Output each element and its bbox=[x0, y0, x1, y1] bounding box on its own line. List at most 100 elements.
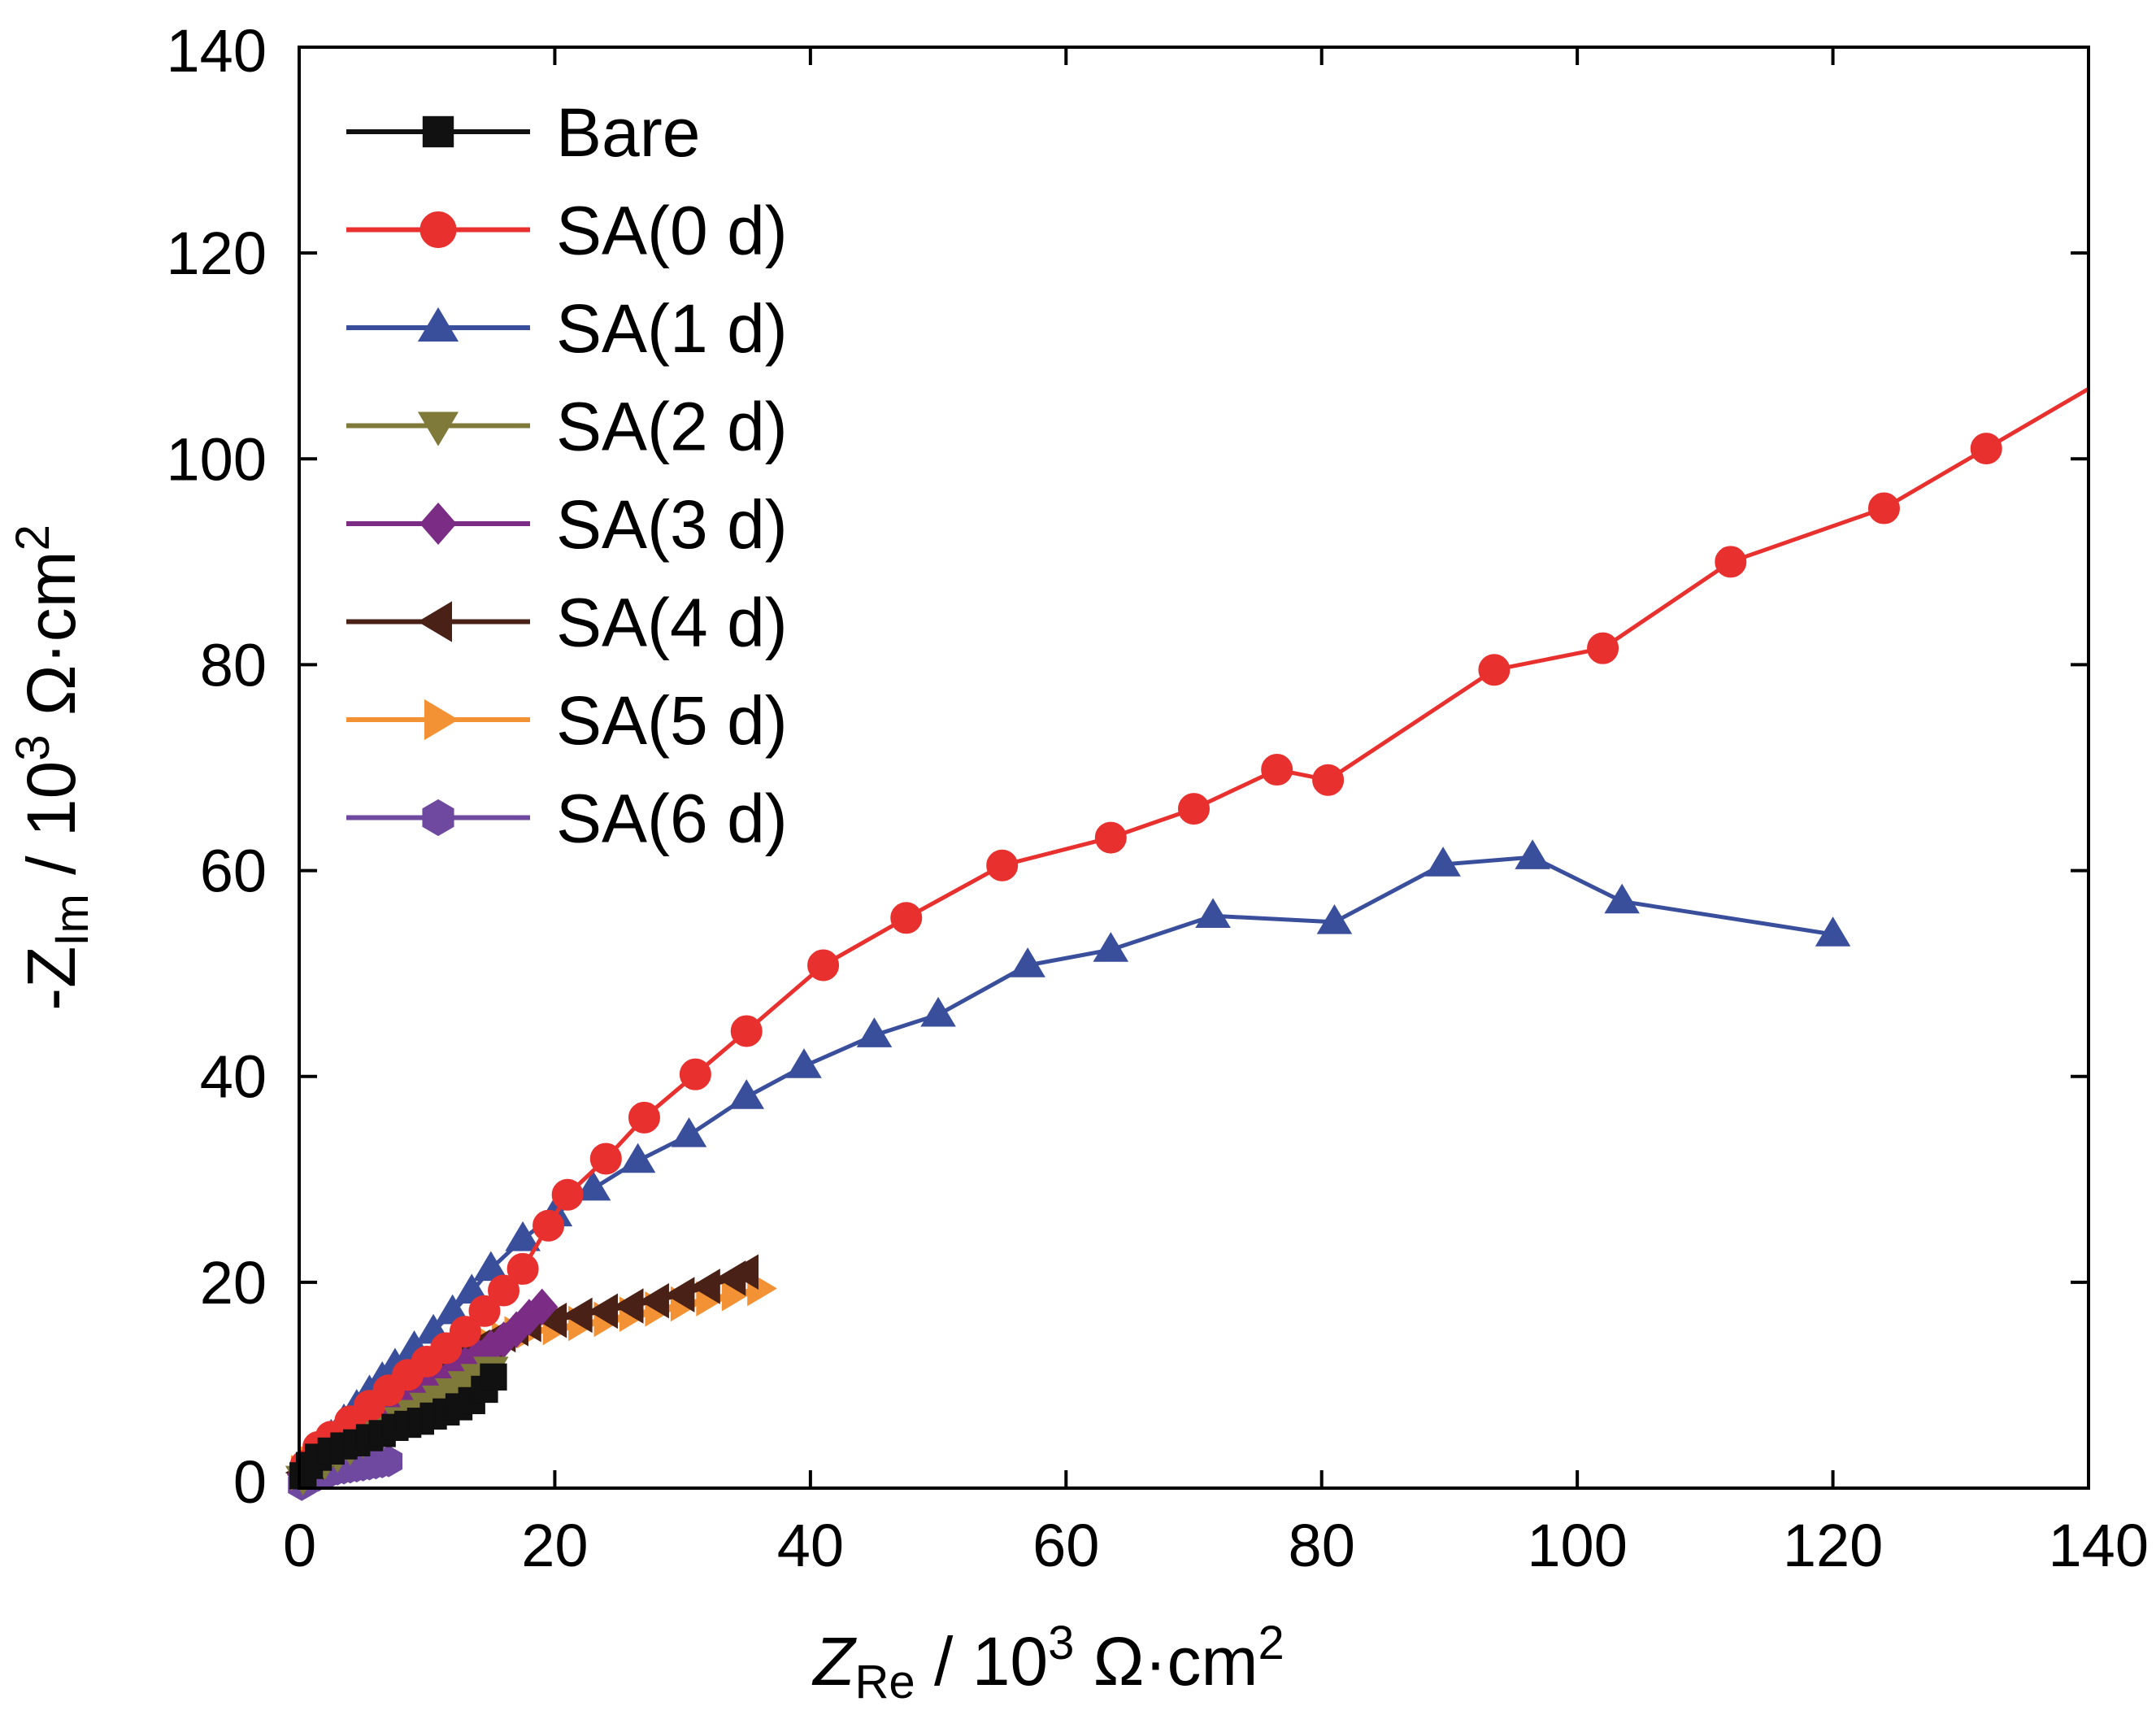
data-point-sa-1-d bbox=[920, 996, 956, 1027]
data-point-sa-0-d bbox=[1094, 821, 1127, 854]
x-tick-label: 0 bbox=[283, 1512, 316, 1579]
data-point-sa-4-d bbox=[690, 1269, 720, 1304]
series-group bbox=[285, 387, 2090, 1501]
data-point-sa-0-d bbox=[1587, 632, 1619, 664]
legend-item-sa-1-d: SA(1 d) bbox=[346, 290, 788, 367]
legend-label: SA(5 d) bbox=[556, 682, 788, 759]
x-axis-title: ZRe / 103 Ω·cm2 bbox=[811, 1617, 1284, 1708]
data-point-sa-0-d bbox=[488, 1274, 520, 1307]
legend-label: Bare bbox=[556, 94, 700, 171]
data-point-sa-1-d bbox=[786, 1048, 822, 1078]
legend-label: SA(0 d) bbox=[556, 193, 788, 269]
x-tick-label: 60 bbox=[1032, 1512, 1099, 1579]
data-point-sa-1-d bbox=[1010, 947, 1045, 977]
data-point-sa-0-d bbox=[449, 1316, 481, 1348]
data-point-sa-4-d bbox=[728, 1254, 759, 1290]
legend-marker-sa-0-d bbox=[419, 211, 457, 248]
data-point-sa-4-d bbox=[664, 1277, 695, 1312]
data-point-sa-1-d bbox=[1316, 903, 1353, 934]
series-bare bbox=[289, 1363, 507, 1490]
legend-label: SA(3 d) bbox=[556, 486, 788, 563]
data-point-sa-1-d bbox=[671, 1116, 707, 1147]
data-point-sa-1-d bbox=[728, 1079, 765, 1109]
y-tick-labels: 0 20 40 60 80 100 120 140 bbox=[167, 17, 267, 1516]
data-point-sa-1-d bbox=[575, 1170, 611, 1201]
y-tick-label: 0 bbox=[233, 1448, 267, 1516]
legend-marker-sa-6-d bbox=[422, 799, 454, 837]
data-point-sa-0-d bbox=[532, 1209, 565, 1242]
data-point-sa-0-d bbox=[1312, 764, 1345, 796]
legend-marker-sa-1-d bbox=[417, 307, 459, 342]
x-tick-label: 120 bbox=[1783, 1512, 1883, 1579]
x-tick-label: 20 bbox=[521, 1512, 588, 1579]
y-axis-title: -ZIm / 103 Ω·cm2 bbox=[7, 525, 98, 1011]
y-tick-label: 100 bbox=[167, 425, 267, 493]
data-point-sa-0-d bbox=[679, 1058, 711, 1090]
legend-marker-bare bbox=[422, 115, 454, 148]
data-point-sa-0-d bbox=[1478, 654, 1511, 686]
data-point-sa-0-d bbox=[1867, 492, 1900, 525]
y-tick-label: 140 bbox=[167, 17, 267, 85]
data-point-sa-1-d bbox=[1425, 847, 1461, 877]
data-point-sa-0-d bbox=[890, 902, 923, 934]
data-point-sa-0-d bbox=[468, 1295, 501, 1327]
legend-item-sa-5-d: SA(5 d) bbox=[346, 682, 788, 759]
data-point-sa-1-d bbox=[505, 1221, 541, 1251]
data-point-sa-0-d bbox=[986, 849, 1019, 881]
x-tick-labels: 0 20 40 60 80 100 120 140 bbox=[283, 1512, 2149, 1579]
legend-item-sa-4-d: SA(4 d) bbox=[346, 585, 788, 661]
x-tick-label: 40 bbox=[777, 1512, 844, 1579]
plot-frame bbox=[298, 46, 2090, 1490]
legend-label: SA(2 d) bbox=[556, 389, 788, 465]
data-point-sa-4-d bbox=[588, 1293, 619, 1330]
data-point-sa-1-d bbox=[1093, 932, 1129, 962]
data-point-bare bbox=[480, 1363, 507, 1391]
data-point-sa-1-d bbox=[856, 1017, 893, 1047]
legend-marker-sa-5-d bbox=[424, 699, 459, 741]
legend: Bare SA(0 d) SA(1 d) SA(2 d) SA(3 d) SA(4 d) S… bbox=[346, 94, 788, 857]
data-point-sa-0-d bbox=[551, 1178, 584, 1211]
data-point-sa-0-d bbox=[1261, 754, 1293, 786]
data-point-sa-1-d bbox=[1515, 839, 1550, 869]
data-point-sa-0-d bbox=[1970, 433, 2002, 465]
legend-label: SA(4 d) bbox=[556, 585, 788, 661]
data-point-sa-0-d bbox=[589, 1143, 622, 1175]
data-point-sa-1-d bbox=[473, 1251, 509, 1282]
data-point-sa-0-d bbox=[1178, 793, 1210, 825]
x-tick-label: 80 bbox=[1289, 1512, 1355, 1579]
legend-marker-sa-3-d bbox=[419, 502, 457, 546]
data-point-sa-0-d bbox=[1715, 546, 1747, 578]
y-tick-label: 20 bbox=[200, 1249, 267, 1317]
data-point-sa-4-d bbox=[613, 1288, 644, 1324]
data-point-sa-0-d bbox=[730, 1015, 763, 1047]
data-point-sa-6-d bbox=[375, 1445, 403, 1478]
data-point-sa-1-d bbox=[619, 1143, 656, 1173]
y-tick-label: 40 bbox=[200, 1043, 267, 1111]
legend-item-sa-6-d: SA(6 d) bbox=[346, 781, 788, 857]
legend-label: SA(6 d) bbox=[556, 781, 788, 857]
x-tick-label: 140 bbox=[2049, 1512, 2149, 1579]
data-point-sa-1-d bbox=[1195, 898, 1231, 929]
series-line-sa-1-d bbox=[304, 855, 1833, 1467]
legend-marker-sa-2-d bbox=[417, 411, 459, 446]
data-point-sa-0-d bbox=[807, 949, 840, 982]
series-sa-1-d bbox=[288, 839, 1851, 1478]
data-point-sa-0-d bbox=[506, 1252, 539, 1285]
data-point-sa-1-d bbox=[1604, 883, 1640, 914]
y-tick-label: 80 bbox=[200, 631, 267, 699]
data-point-sa-4-d bbox=[562, 1297, 593, 1334]
legend-marker-sa-4-d bbox=[417, 601, 452, 642]
legend-label: SA(1 d) bbox=[556, 290, 788, 367]
y-tick-label: 60 bbox=[200, 838, 267, 905]
legend-item-sa-2-d: SA(2 d) bbox=[346, 389, 788, 465]
legend-item-sa-3-d: SA(3 d) bbox=[346, 486, 788, 563]
data-point-sa-3-d bbox=[526, 1288, 559, 1325]
y-tick-label: 120 bbox=[167, 220, 267, 287]
data-point-sa-0-d bbox=[628, 1101, 660, 1134]
data-point-sa-1-d bbox=[1815, 916, 1851, 947]
legend-item-bare: Bare bbox=[346, 94, 700, 171]
legend-item-sa-0-d: SA(0 d) bbox=[346, 193, 788, 269]
data-point-sa-4-d bbox=[639, 1282, 669, 1319]
x-tick-label: 100 bbox=[1527, 1512, 1627, 1579]
